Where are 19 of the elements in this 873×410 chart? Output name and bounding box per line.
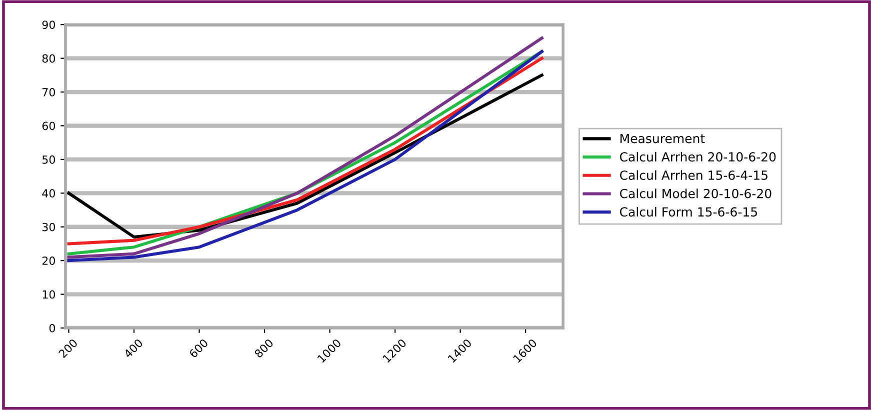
x-tick-label: 200 — [58, 338, 78, 358]
y-tick-label: 20 — [42, 256, 56, 265]
y-tick-label: 60 — [42, 122, 56, 130]
y-tick-label: 80 — [42, 54, 56, 63]
y-tick-label: 50 — [42, 155, 56, 164]
legend-label: Calcul Model 20-10-6-20 — [620, 188, 772, 198]
x-tick-label: 600 — [188, 338, 209, 358]
y-tick-label: 40 — [42, 189, 56, 198]
x-tick-label: 800 — [254, 338, 274, 358]
y-tick-label: 0 — [49, 324, 56, 332]
y-tick-label: 30 — [42, 222, 56, 232]
legend-label: Calcul Form 15-6-6-15 — [620, 206, 757, 217]
legend-label: Calcul Arrhen 15-6-4-15 — [620, 170, 768, 180]
x-tick-label: 400 — [123, 338, 144, 358]
y-tick-label: 70 — [42, 88, 56, 96]
legend-label: Calcul Arrhen 20-10-6-20 — [620, 152, 776, 162]
y-tick-label: 90 — [42, 20, 56, 29]
legend-label: Measurement — [620, 134, 705, 144]
y-tick-label: 10 — [42, 290, 56, 299]
